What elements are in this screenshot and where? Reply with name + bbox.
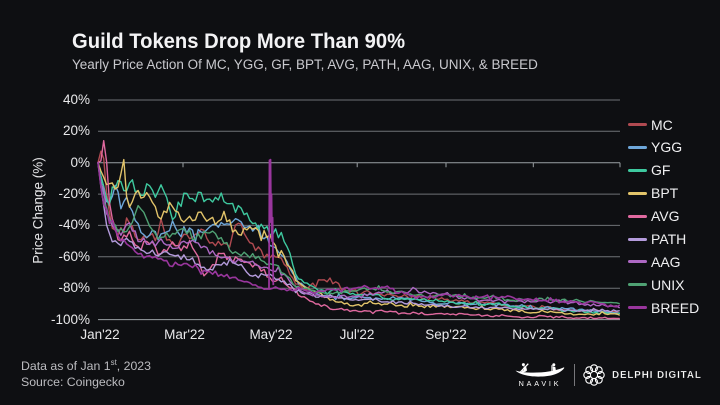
svg-text:NAAVIK: NAAVIK bbox=[519, 379, 562, 388]
